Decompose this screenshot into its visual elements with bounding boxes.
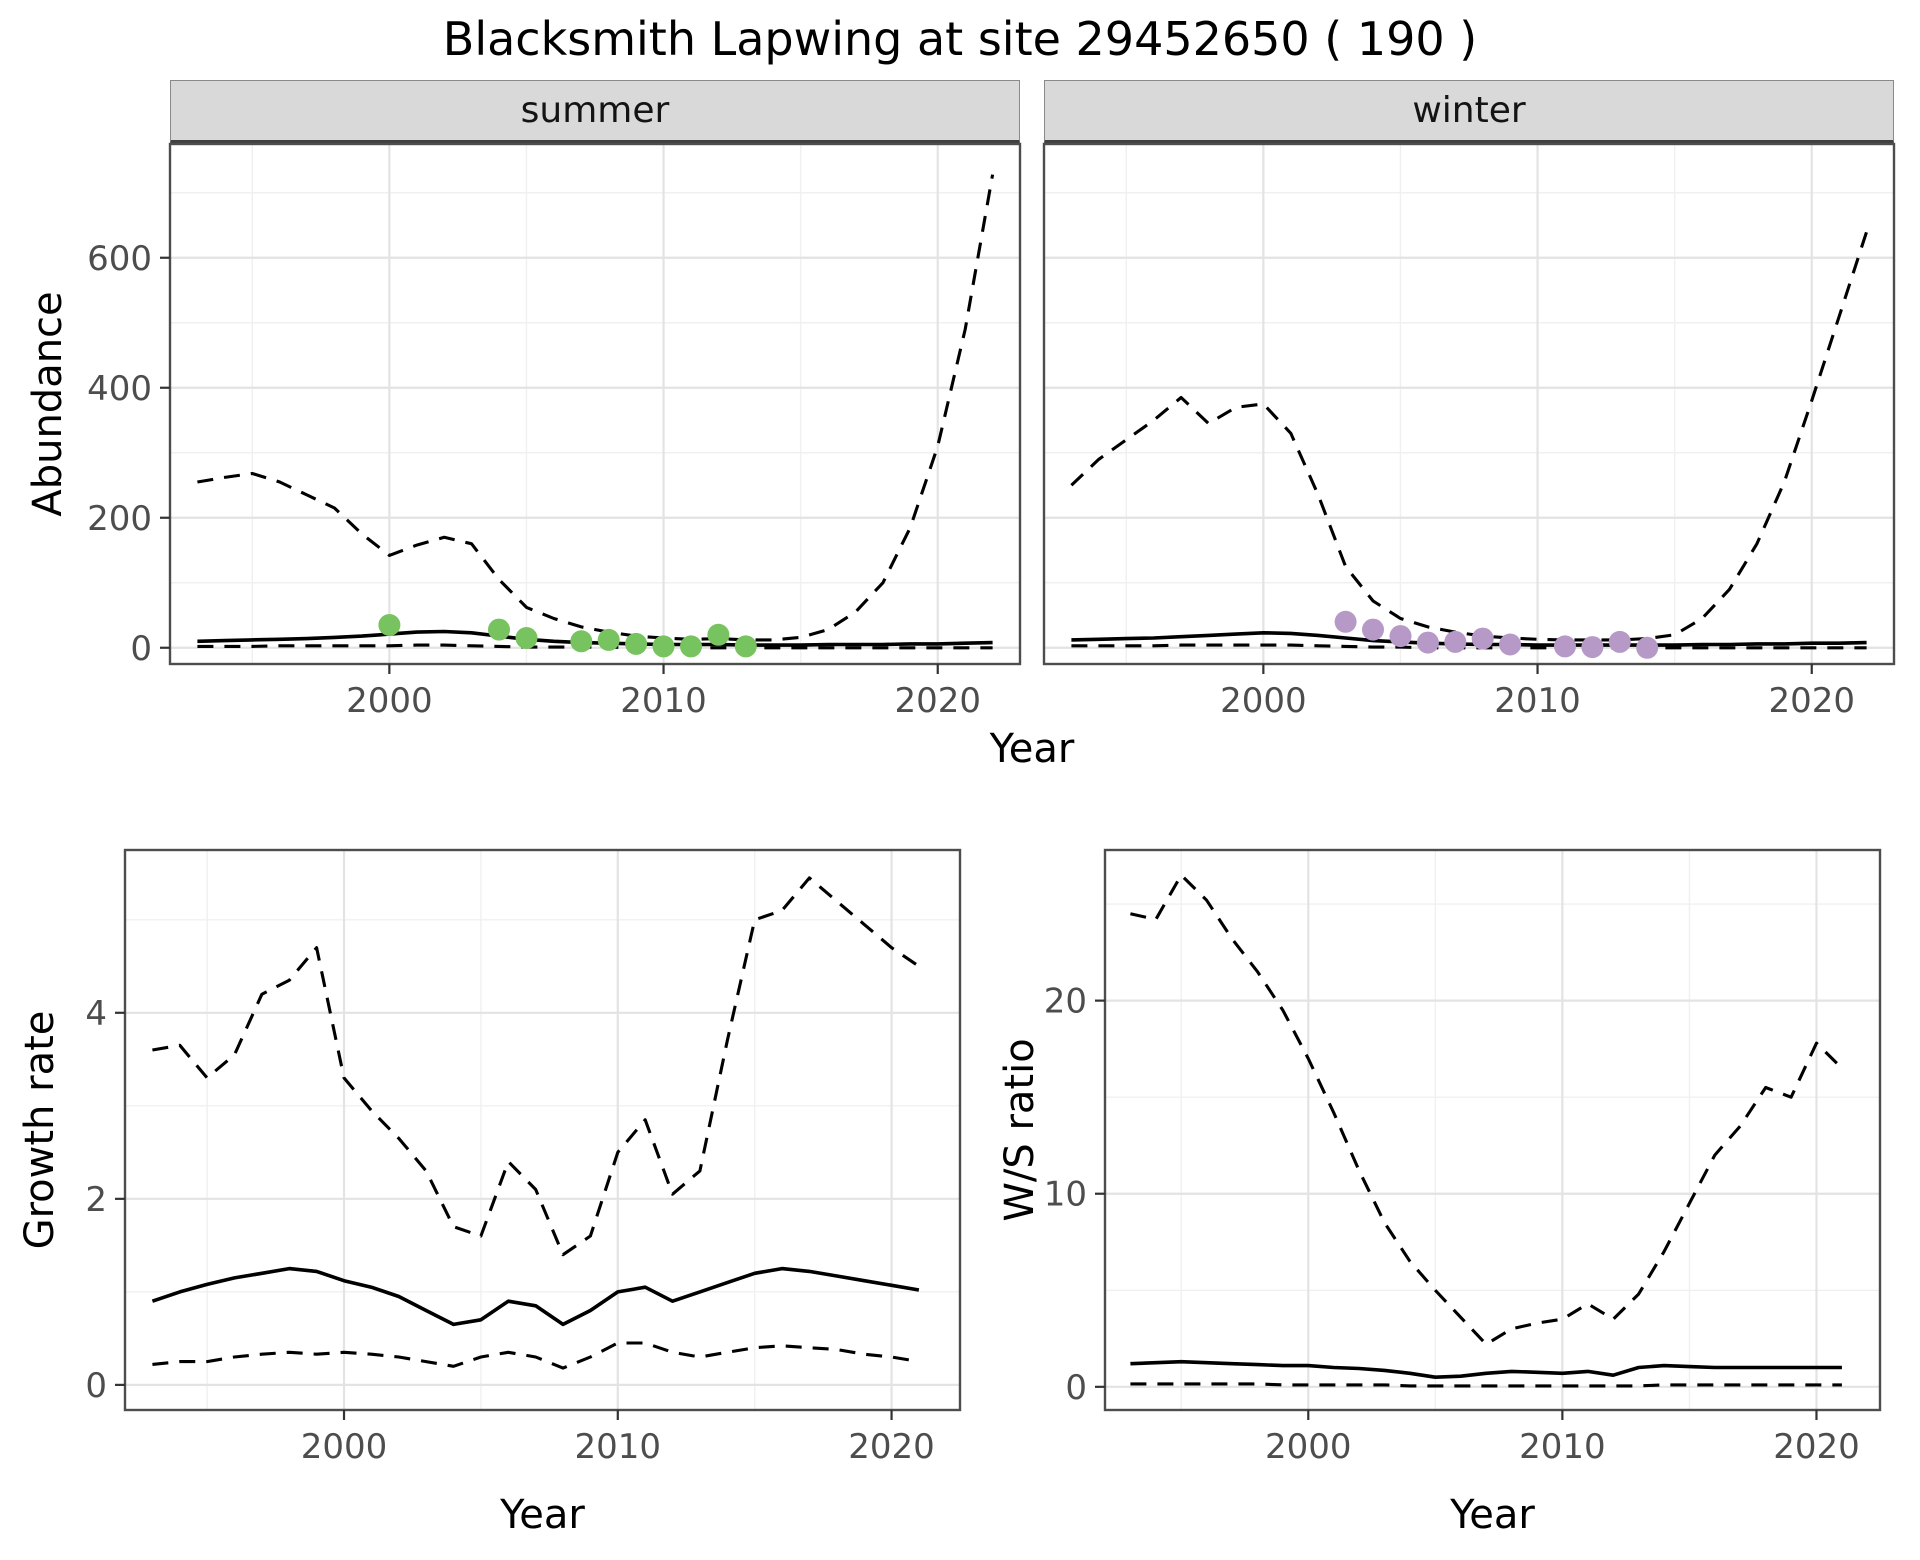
top-x-axis-label: Year xyxy=(989,726,1075,772)
growth-rate-chart: 2000 2010 2020 0 2 4 xyxy=(85,848,962,1467)
abundance-axis-label: Abundance xyxy=(25,291,71,517)
svg-text:2020: 2020 xyxy=(1773,1427,1860,1467)
ws-ratio-chart: 2000 2010 2020 0 10 20 xyxy=(1044,848,1882,1467)
svg-text:2000: 2000 xyxy=(1220,681,1307,721)
facet-strip-winter: winter xyxy=(1044,80,1894,144)
svg-text:2000: 2000 xyxy=(346,681,433,721)
svg-text:600: 600 xyxy=(87,239,152,279)
svg-text:2020: 2020 xyxy=(1768,681,1855,721)
svg-text:2010: 2010 xyxy=(1519,1427,1606,1467)
figure-title: Blacksmith Lapwing at site 29452650 ( 19… xyxy=(442,12,1478,66)
facet-strip-summer: summer xyxy=(170,80,1020,144)
growth-x-axis-label: Year xyxy=(500,1492,585,1538)
svg-text:0: 0 xyxy=(130,629,152,669)
svg-text:2010: 2010 xyxy=(575,1427,662,1467)
svg-text:2: 2 xyxy=(85,1180,107,1220)
svg-text:2020: 2020 xyxy=(848,1427,935,1467)
facet-strip-winter-label: winter xyxy=(1412,90,1526,131)
svg-text:10: 10 xyxy=(1044,1175,1087,1215)
svg-text:2020: 2020 xyxy=(894,681,981,721)
svg-text:0: 0 xyxy=(1065,1368,1087,1408)
svg-text:4: 4 xyxy=(85,994,107,1034)
svg-text:0: 0 xyxy=(85,1366,107,1406)
abundance-summer-chart: 2000 2010 2020 0 200 400 600 xyxy=(87,142,1022,721)
svg-text:20: 20 xyxy=(1044,982,1087,1022)
ws-x-axis-label: Year xyxy=(1450,1492,1535,1538)
facet-strip-summer-label: summer xyxy=(520,90,670,131)
svg-text:200: 200 xyxy=(87,499,152,539)
svg-text:2010: 2010 xyxy=(620,681,707,721)
svg-text:400: 400 xyxy=(87,369,152,409)
svg-text:2010: 2010 xyxy=(1494,681,1581,721)
abundance-winter-chart: 2000 2010 2020 xyxy=(1042,142,1896,721)
svg-text:2000: 2000 xyxy=(301,1427,388,1467)
svg-text:2000: 2000 xyxy=(1265,1427,1352,1467)
